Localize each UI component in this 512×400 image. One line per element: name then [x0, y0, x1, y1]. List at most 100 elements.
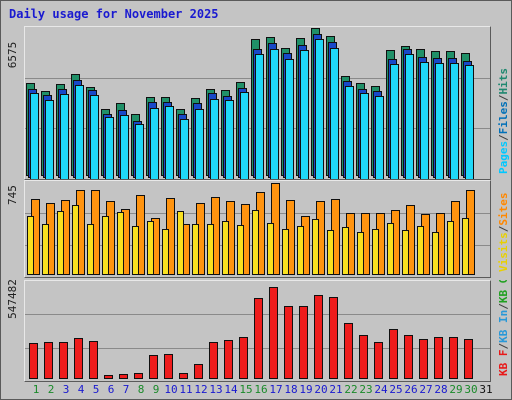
kbytes-bar	[464, 339, 473, 379]
pages-bar	[135, 124, 144, 179]
legend-item: Hits	[497, 68, 510, 95]
kbytes-bar	[74, 338, 83, 379]
day-label: 17	[269, 383, 283, 396]
kbytes-bar	[254, 298, 263, 379]
visits-bar	[42, 224, 49, 275]
legend-item: KB F	[497, 350, 510, 377]
day-label: 9	[152, 383, 160, 396]
pages-bar	[255, 54, 264, 179]
pages-bar	[120, 115, 129, 179]
kbytes-bar	[359, 335, 368, 379]
kbytes-bar	[179, 373, 188, 379]
legend-item: Files	[497, 101, 510, 134]
kbytes-bar	[449, 337, 458, 379]
day-label: 27	[419, 383, 433, 396]
pages-bar	[405, 54, 414, 179]
pages-bar	[60, 94, 69, 179]
kbytes-bar	[29, 343, 38, 379]
middle-panel-chart	[25, 183, 490, 275]
visits-bar	[312, 219, 319, 275]
pages-bar	[150, 108, 159, 179]
visits-bar	[162, 229, 169, 275]
visits-bar	[432, 232, 439, 275]
visits-bar	[282, 229, 289, 275]
day-label: 25	[389, 383, 403, 396]
legend-text: Visits/Sites	[497, 193, 510, 273]
pages-bar	[30, 93, 39, 179]
visits-bar	[87, 224, 94, 275]
top-panel-max-text: 6575	[6, 42, 19, 69]
kbytes-bar	[434, 337, 443, 379]
pages-bar	[375, 96, 384, 179]
visits-bar	[447, 221, 454, 275]
day-label: 5	[92, 383, 100, 396]
day-axis-labels: 1 2 3 4 5 6 7 8 9 10 11 12 13 14 15 16 17 18 19 20 21 22 23 24 2…	[1, 383, 511, 397]
visits-bar	[177, 211, 184, 275]
day-label: 14	[224, 383, 238, 396]
day-label: 2	[47, 383, 55, 396]
day-label: 29	[449, 383, 463, 396]
visits-bar	[27, 216, 34, 275]
kbytes-bar	[269, 287, 278, 379]
legend-text: Pages/Files/Hits	[497, 68, 510, 174]
kbytes-bar	[404, 335, 413, 379]
pages-bar	[240, 92, 249, 179]
pages-bar	[90, 95, 99, 179]
kbytes-bar	[344, 323, 353, 379]
day-label: 15	[239, 383, 253, 396]
visits-bar	[57, 211, 64, 275]
visits-bar	[357, 232, 364, 275]
day-label: 4	[77, 383, 85, 396]
day-label: 6	[107, 383, 115, 396]
legend-item: Pages	[497, 141, 510, 174]
day-label: 30	[464, 383, 478, 396]
pages-bar	[315, 39, 324, 179]
legend-item: KB Out	[497, 280, 510, 303]
pages-bar	[180, 119, 189, 179]
pages-bar	[270, 49, 279, 179]
pages-bar	[45, 100, 54, 179]
top-panel-hits-files-pages	[24, 26, 491, 180]
middle-panel-max-text: 745	[6, 185, 19, 205]
day-label: 1	[32, 383, 40, 396]
visits-bar	[72, 205, 79, 275]
day-label: 13	[209, 383, 223, 396]
middle-panel-visits-sites	[24, 180, 491, 278]
kbytes-bar	[239, 337, 248, 379]
kbytes-bar	[149, 355, 158, 379]
kbytes-bar	[59, 342, 68, 379]
visits-bar	[327, 230, 334, 275]
visits-bar	[252, 210, 259, 275]
day-label: 19	[299, 383, 313, 396]
kbytes-bar	[284, 306, 293, 379]
visits-bar	[417, 226, 424, 275]
pages-bar	[435, 63, 444, 179]
top-panel-legend: Pages/Files/Hits	[495, 26, 511, 178]
pages-bar	[330, 48, 339, 179]
chart-title: Daily usage for November 2025	[9, 7, 219, 21]
day-label: 22	[344, 383, 358, 396]
legend-item: /	[497, 303, 510, 310]
day-label: 11	[179, 383, 193, 396]
middle-panel-max-label: 745	[4, 175, 20, 225]
legend-item: /	[497, 225, 510, 232]
kbytes-bar	[44, 342, 53, 379]
day-label: 21	[329, 383, 343, 396]
kbytes-bar	[224, 340, 233, 379]
kbytes-bar	[209, 342, 218, 379]
pages-bar	[165, 106, 174, 179]
kbytes-bar	[389, 329, 398, 379]
visits-bar	[207, 224, 214, 275]
day-label: 7	[122, 383, 130, 396]
pages-bar	[75, 85, 84, 179]
legend-item: /	[497, 343, 510, 350]
pages-bar	[420, 62, 429, 179]
kbytes-bar	[194, 364, 203, 379]
visits-bar	[372, 229, 379, 275]
visits-bar	[132, 226, 139, 275]
top-panel-max-label: 6575	[4, 23, 20, 73]
kbytes-bar	[119, 374, 128, 379]
visits-bar	[267, 223, 274, 275]
kbytes-bar	[299, 306, 308, 379]
